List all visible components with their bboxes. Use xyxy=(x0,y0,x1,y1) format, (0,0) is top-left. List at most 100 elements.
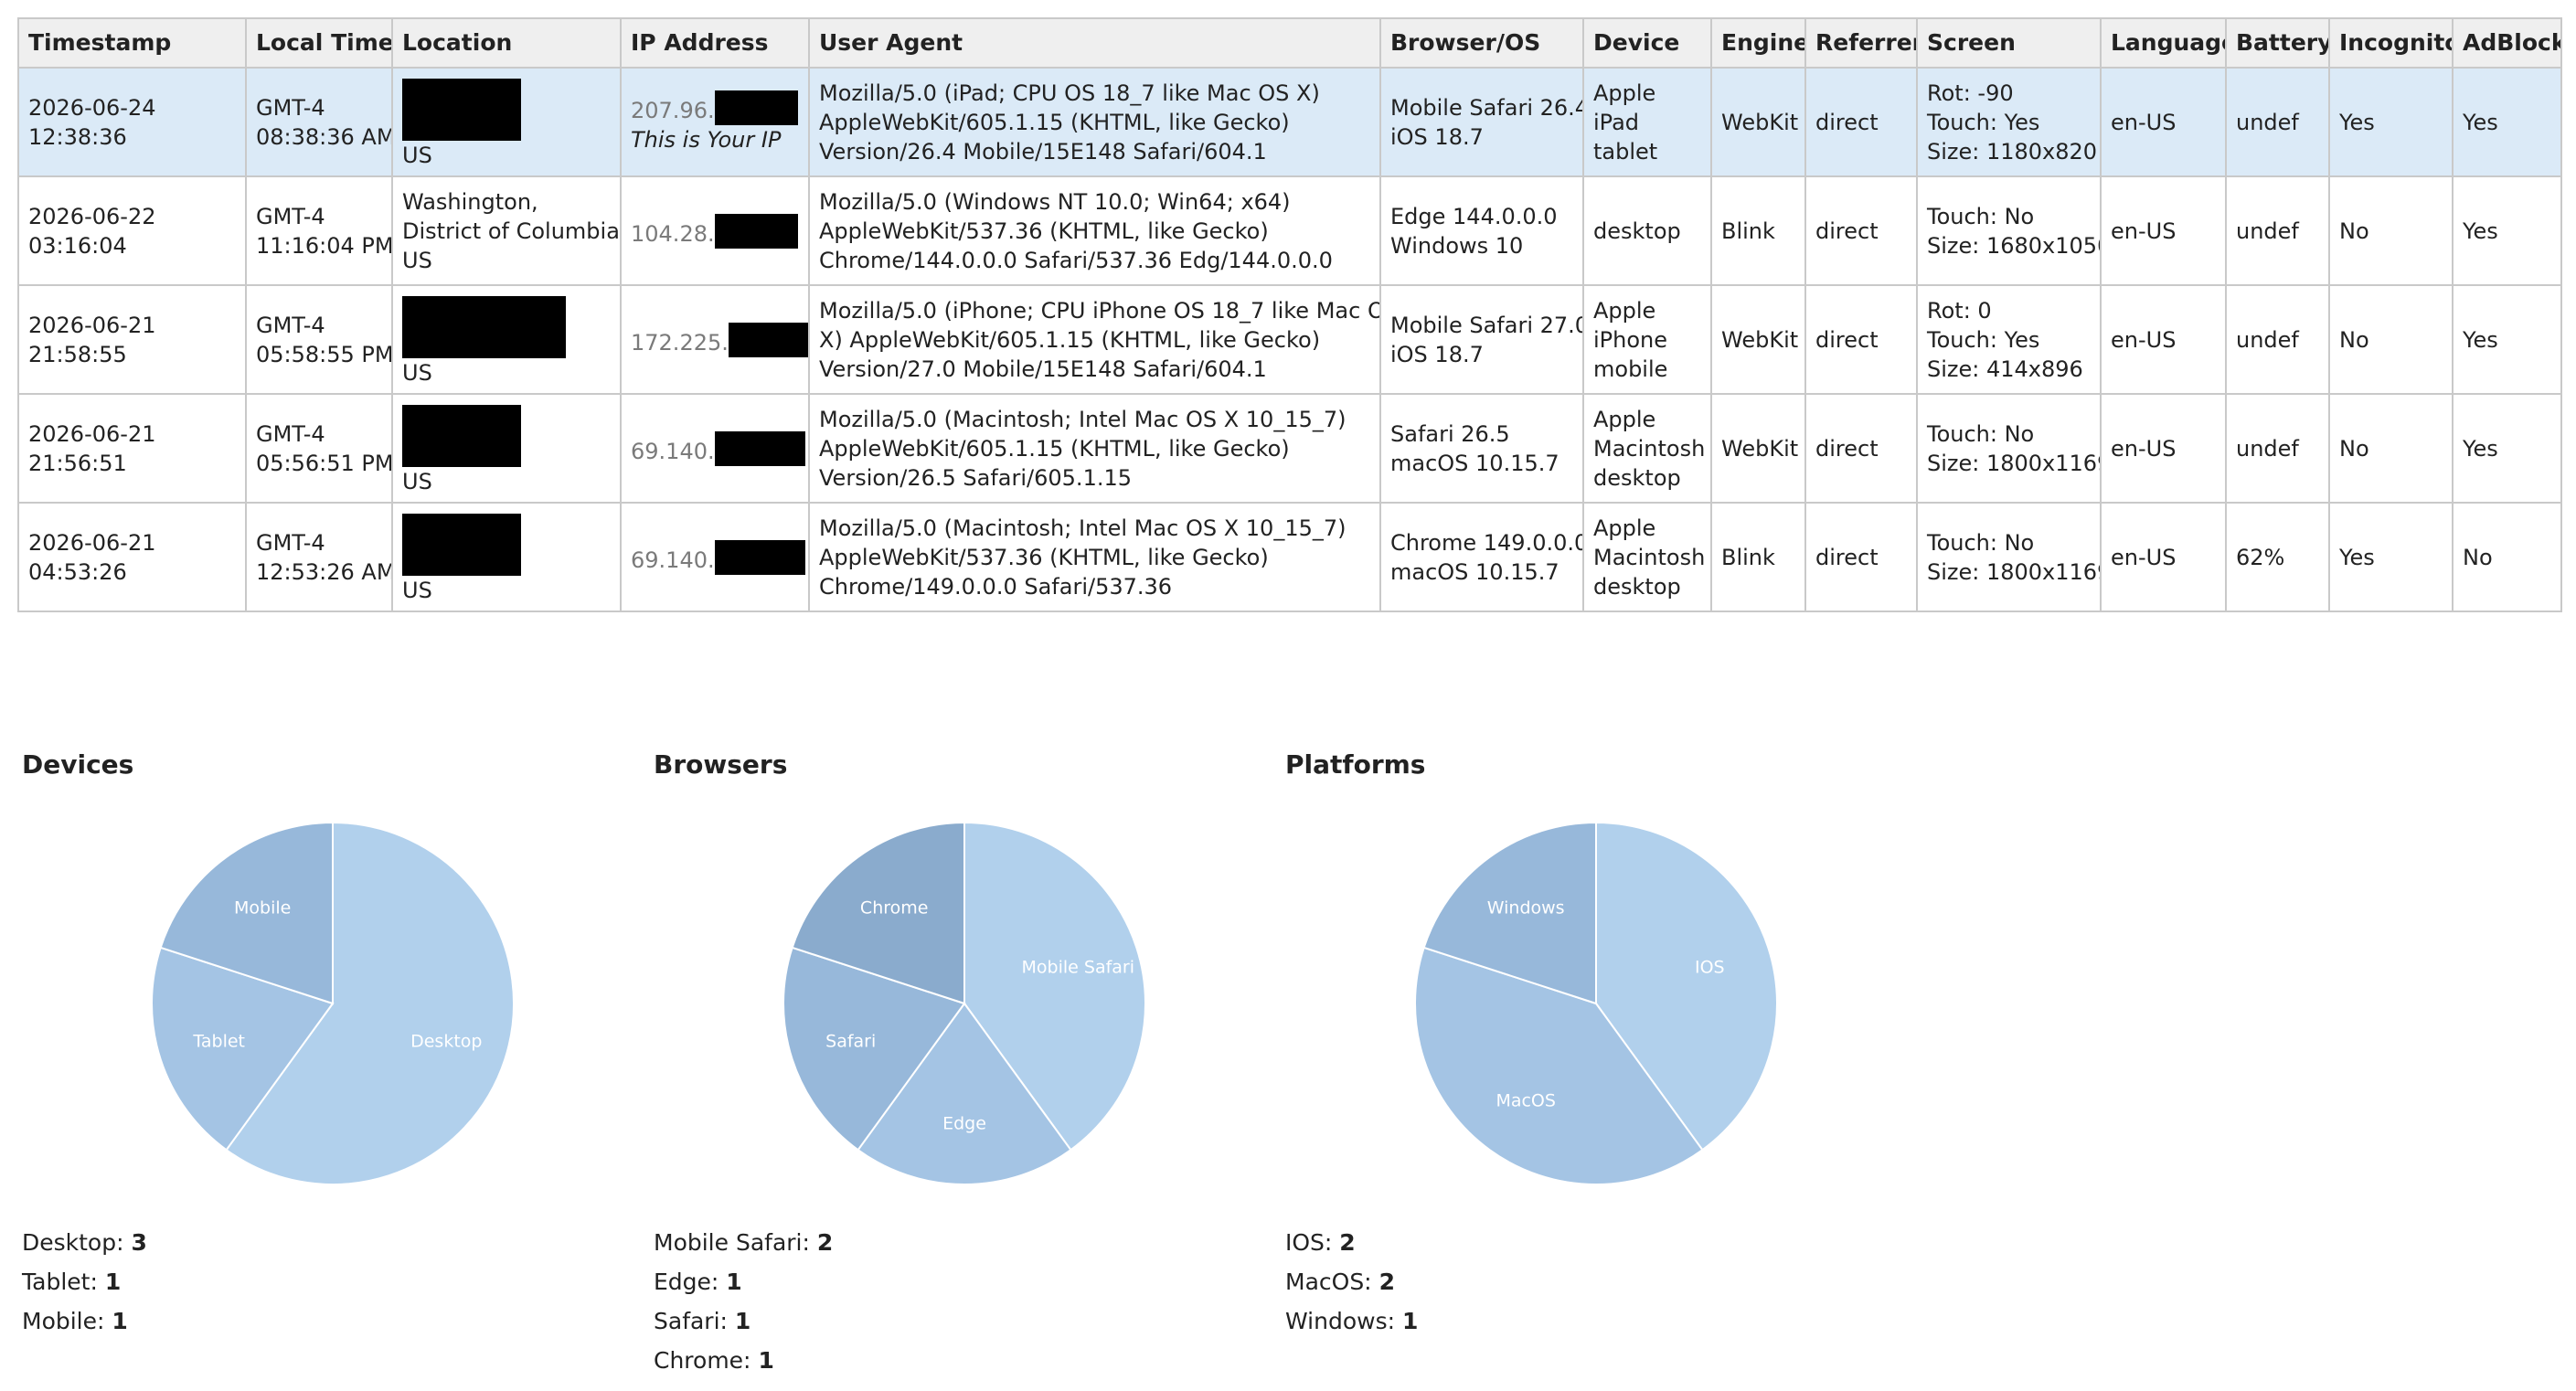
legend-row: Mobile Safari: 2 xyxy=(654,1223,833,1262)
local-time-value: 05:56:51 PM xyxy=(256,450,392,476)
screen-line: Size: 1180x820 xyxy=(1927,138,2098,165)
legend-row: Safari: 1 xyxy=(654,1301,833,1341)
legend-count: 1 xyxy=(104,1269,122,1295)
legend-row: MacOS: 2 xyxy=(1285,1262,1418,1301)
legend-row: Tablet: 1 xyxy=(22,1262,147,1301)
legend-row: Edge: 1 xyxy=(654,1262,833,1301)
legend-count: 2 xyxy=(816,1229,834,1256)
adblock-cell: No xyxy=(2452,502,2562,612)
device-line: iPhone xyxy=(1593,326,1668,353)
battery-cell: undef xyxy=(2225,175,2330,286)
screen-line: Size: 1800x1169 xyxy=(1927,558,2101,585)
ip-address-line: 69.140. xyxy=(631,539,805,575)
legend-count: 1 xyxy=(1401,1308,1419,1334)
ip-address-cell: 104.28. xyxy=(620,175,810,286)
table-row[interactable]: 2026-06-21 21:58:55 GMT-4 05:58:55 PM US 172… xyxy=(17,284,2562,395)
pie-slice-label: Desktop xyxy=(410,1031,482,1051)
legend-count: 1 xyxy=(112,1308,128,1334)
device-line: Apple xyxy=(1593,406,1656,432)
ip-prefix: 172.225. xyxy=(631,329,729,356)
screen-line: Touch: Yes xyxy=(1927,326,2040,353)
devices-pie-chart: Desktop Tablet Mobile xyxy=(151,821,515,1185)
battery-cell: undef xyxy=(2225,67,2330,177)
local-time-value: 12:53:26 AM xyxy=(256,558,392,585)
language-cell: en-US xyxy=(2100,175,2227,286)
column-header-adblock: AdBlock xyxy=(2452,17,2562,69)
ip-prefix: 104.28. xyxy=(631,220,715,247)
battery-cell: undef xyxy=(2225,393,2330,504)
platforms-pie-chart: IOS MacOS Windows xyxy=(1414,821,1778,1185)
timezone-label: GMT-4 xyxy=(256,312,325,338)
pie-slice-label: Tablet xyxy=(192,1031,245,1051)
user-agent-cell: Mozilla/5.0 (iPhone; CPU iPhone OS 18_7 … xyxy=(808,284,1381,395)
platforms-chart-title: Platforms xyxy=(1285,749,1426,780)
screen-cell: Rot: 0 Touch: Yes Size: 414x896 xyxy=(1916,284,2102,395)
location-cell: US xyxy=(391,284,622,395)
timezone-label: GMT-4 xyxy=(256,420,325,447)
location-line: Washington, xyxy=(402,188,538,215)
battery-cell: 62% xyxy=(2225,502,2330,612)
user-agent-line: AppleWebKit/605.1.15 (KHTML, like Gecko) xyxy=(819,435,1290,462)
user-agent-cell: Mozilla/5.0 (Macintosh; Intel Mac OS X 1… xyxy=(808,502,1381,612)
redacted-ip-block xyxy=(728,322,807,357)
table-row[interactable]: 2026-06-22 03:16:04 GMT-4 11:16:04 PM Washi… xyxy=(17,175,2562,286)
user-agent-line: Chrome/144.0.0.0 Safari/537.36 Edg/144.0… xyxy=(819,247,1333,273)
pie-slice-mobile-safari xyxy=(963,821,1146,1152)
column-header-screen: Screen xyxy=(1916,17,2102,69)
adblock-cell: Yes xyxy=(2452,67,2562,177)
location-cell: US xyxy=(391,67,622,177)
pie-slice-label: Edge xyxy=(942,1114,986,1134)
user-agent-line: AppleWebKit/605.1.15 (KHTML, like Gecko) xyxy=(819,109,1290,135)
ip-address-cell: 69.140. xyxy=(620,393,810,504)
screen-line: Size: 1680x1050 xyxy=(1927,232,2101,259)
table-row[interactable]: 2026-06-21 21:56:51 GMT-4 05:56:51 PM US 69.… xyxy=(17,393,2562,504)
local-time-value: 05:58:55 PM xyxy=(256,341,392,367)
table-header-row: Timestamp Local Time Location IP Address Use… xyxy=(17,17,2562,69)
devices-chart-section: Devices Desktop Tablet Mobile Desktop: 3 Ta… xyxy=(17,742,612,1334)
adblock-cell: Yes xyxy=(2452,393,2562,504)
pie-slice-chrome xyxy=(791,821,965,1005)
browser-name: Edge 144.0.0.0 xyxy=(1390,203,1558,229)
screen-line: Size: 414x896 xyxy=(1927,356,2083,382)
column-header-timestamp: Timestamp xyxy=(17,17,247,69)
legend-row: Windows: 1 xyxy=(1285,1301,1418,1341)
table-row[interactable]: 2026-06-24 12:38:36 GMT-4 08:38:36 AM US 207… xyxy=(17,67,2562,177)
device-line: desktop xyxy=(1593,218,1681,244)
legend-count: 1 xyxy=(726,1269,742,1295)
ip-prefix: 69.140. xyxy=(631,547,715,573)
browsers-pie-chart: Mobile Safari Edge Safari Chrome xyxy=(782,821,1146,1185)
ip-address-cell: 172.225. xyxy=(620,284,810,395)
location-line: US xyxy=(402,577,432,603)
language-cell: en-US xyxy=(2100,393,2227,504)
legend-label: Mobile: xyxy=(22,1308,112,1334)
pie-slice-ios xyxy=(1595,821,1778,1152)
local-time-cell: GMT-4 12:53:26 AM xyxy=(245,502,393,612)
legend-count: 3 xyxy=(131,1229,147,1256)
pie-slice-windows xyxy=(1422,821,1597,1005)
browser-os-cell: Mobile Safari 26.4 iOS 18.7 xyxy=(1379,67,1584,177)
ip-prefix: 69.140. xyxy=(631,438,715,464)
device-line: Apple xyxy=(1593,515,1656,541)
table-row[interactable]: 2026-06-21 04:53:26 GMT-4 12:53:26 AM US 69.… xyxy=(17,502,2562,612)
redacted-ip-block xyxy=(714,539,805,575)
timestamp-cell: 2026-06-21 21:56:51 xyxy=(17,393,247,504)
table-body: 2026-06-24 12:38:36 GMT-4 08:38:36 AM US 207… xyxy=(17,67,2562,612)
timezone-label: GMT-4 xyxy=(256,529,325,556)
ip-address-line: 69.140. xyxy=(631,430,805,466)
column-header-ip-address: IP Address xyxy=(620,17,810,69)
redacted-ip-block xyxy=(714,213,798,249)
column-header-incognito: Incognito xyxy=(2328,17,2454,69)
legend-row: Mobile: 1 xyxy=(22,1301,147,1341)
language-cell: en-US xyxy=(2100,502,2227,612)
incognito-cell: Yes xyxy=(2328,502,2454,612)
pie-slice-macos xyxy=(1414,946,1704,1185)
screen-line: Rot: -90 xyxy=(1927,80,2014,106)
adblock-cell: Yes xyxy=(2452,175,2562,286)
user-agent-cell: Mozilla/5.0 (Windows NT 10.0; Win64; x64… xyxy=(808,175,1381,286)
pie-slice-label: MacOS xyxy=(1496,1091,1556,1111)
screen-cell: Rot: -90 Touch: Yes Size: 1180x820 xyxy=(1916,67,2102,177)
devices-legend: Desktop: 3 Tablet: 1 Mobile: 1 xyxy=(22,1223,147,1341)
referrer-cell: direct xyxy=(1804,67,1918,177)
referrer-cell: direct xyxy=(1804,502,1918,612)
legend-label: MacOS: xyxy=(1285,1269,1379,1295)
